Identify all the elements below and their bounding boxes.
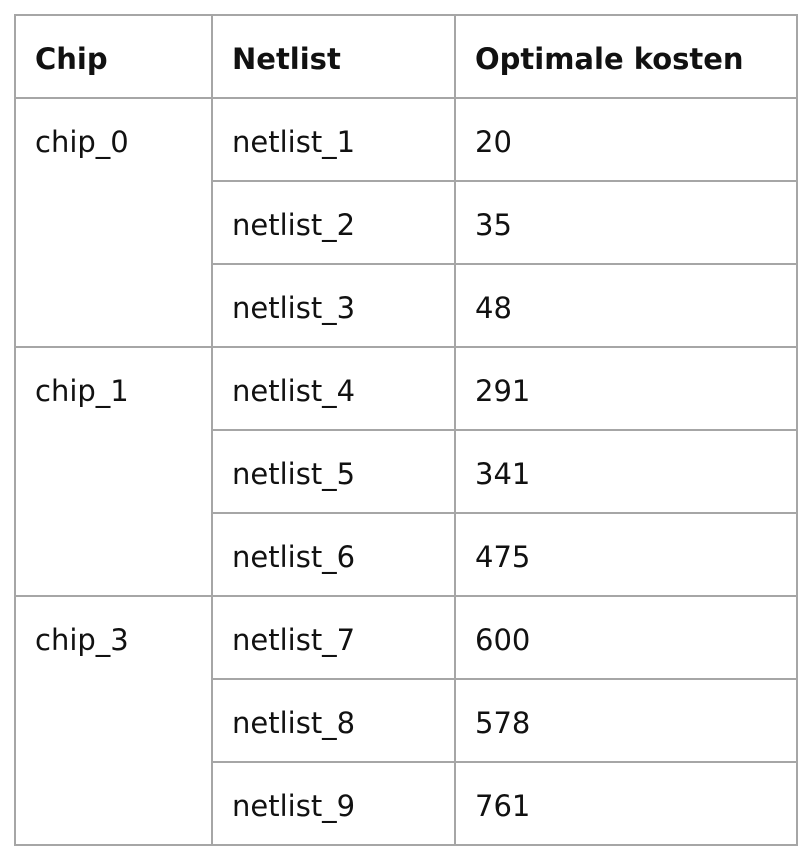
header-row: Chip Netlist Optimale kosten <box>14 14 798 99</box>
netlist-cell: netlist_9 <box>211 761 456 846</box>
netlist-cell: netlist_6 <box>211 512 456 597</box>
header-chip: Chip <box>14 14 213 99</box>
table-row: netlist_8 578 <box>15 678 798 763</box>
netlist-cell: netlist_4 <box>211 346 456 431</box>
cost-cell: 341 <box>454 429 798 514</box>
netlist-cell: netlist_1 <box>211 97 456 182</box>
cost-cell: 48 <box>454 263 798 348</box>
netlist-cell: netlist_7 <box>211 595 456 680</box>
chip-cell: chip_3 <box>14 595 213 846</box>
netlist-cell: netlist_5 <box>211 429 456 514</box>
cost-cell: 291 <box>454 346 798 431</box>
results-table: Chip Netlist Optimale kosten chip_0 netl… <box>14 14 798 846</box>
table-row: netlist_2 35 <box>15 180 798 265</box>
table-row: chip_1 netlist_4 291 <box>14 346 798 597</box>
cost-cell: 578 <box>454 678 798 763</box>
table-row: netlist_5 341 <box>15 429 798 514</box>
cost-cell: 761 <box>454 761 798 846</box>
chip-cell: chip_0 <box>14 97 213 348</box>
header-netlist: Netlist <box>211 14 456 99</box>
cost-cell: 600 <box>454 595 798 680</box>
cost-cell: 475 <box>454 512 798 597</box>
table-row: netlist_6 475 <box>15 512 798 597</box>
table-row: chip_0 netlist_1 20 <box>14 97 798 348</box>
netlist-cell: netlist_2 <box>211 180 456 265</box>
table-row: netlist_9 761 <box>15 761 798 846</box>
header-cost: Optimale kosten <box>454 14 798 99</box>
table-row: chip_3 netlist_7 600 <box>14 595 798 846</box>
cost-cell: 20 <box>454 97 798 182</box>
cost-cell: 35 <box>454 180 798 265</box>
table-row: netlist_3 48 <box>15 263 798 348</box>
netlist-cell: netlist_8 <box>211 678 456 763</box>
chip-cell: chip_1 <box>14 346 213 597</box>
netlist-cell: netlist_3 <box>211 263 456 348</box>
